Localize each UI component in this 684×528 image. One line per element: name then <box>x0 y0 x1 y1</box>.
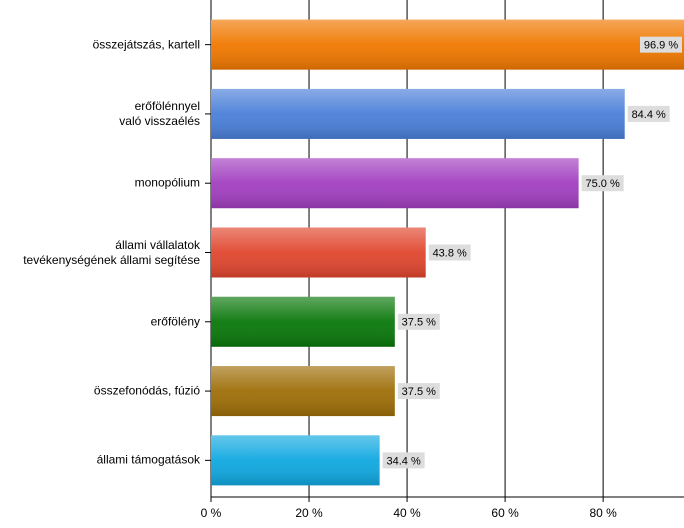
value-label-bg <box>640 36 682 53</box>
category-label: erőfölény <box>150 314 200 329</box>
value-label-bg <box>382 452 425 469</box>
value-label: 43.8 % <box>433 247 467 259</box>
bar-shine <box>211 366 395 417</box>
value-label: 37.5 % <box>402 386 436 398</box>
value-label: 75.0 % <box>585 178 619 190</box>
x-tick-label: 40 % <box>393 506 421 520</box>
x-tick-label: 20 % <box>295 506 323 520</box>
value-label: 84.4 % <box>632 109 666 121</box>
bar-shine <box>211 435 380 486</box>
value-label-bg <box>627 105 670 122</box>
x-tick-label: 60 % <box>491 506 519 520</box>
bar-shine <box>211 158 579 209</box>
x-tick-label: 0 % <box>201 506 222 520</box>
value-label-bg <box>581 175 624 192</box>
bar-shine <box>211 88 625 139</box>
category-label: összefonódás, fúzió <box>93 383 200 398</box>
value-label: 34.4 % <box>386 455 420 467</box>
category-label: erőfölénnyel való visszaélés <box>119 98 200 128</box>
bars <box>211 19 684 486</box>
category-label: állami támogatások <box>96 452 200 467</box>
value-label: 96.9 % <box>644 40 678 52</box>
x-tick-label: 80 % <box>589 506 617 520</box>
value-label: 37.5 % <box>402 317 436 329</box>
value-label-bg <box>397 313 440 330</box>
bar-shine <box>211 19 684 70</box>
bar-shine <box>211 296 395 347</box>
value-label-bg <box>428 244 471 261</box>
category-label: állami vállalatok tevékenységének állami… <box>23 237 200 267</box>
category-label: monopólium <box>134 175 200 190</box>
bar-shine <box>211 227 426 278</box>
category-label: összejátszás, kartell <box>92 37 200 52</box>
value-label-bg <box>397 383 440 400</box>
